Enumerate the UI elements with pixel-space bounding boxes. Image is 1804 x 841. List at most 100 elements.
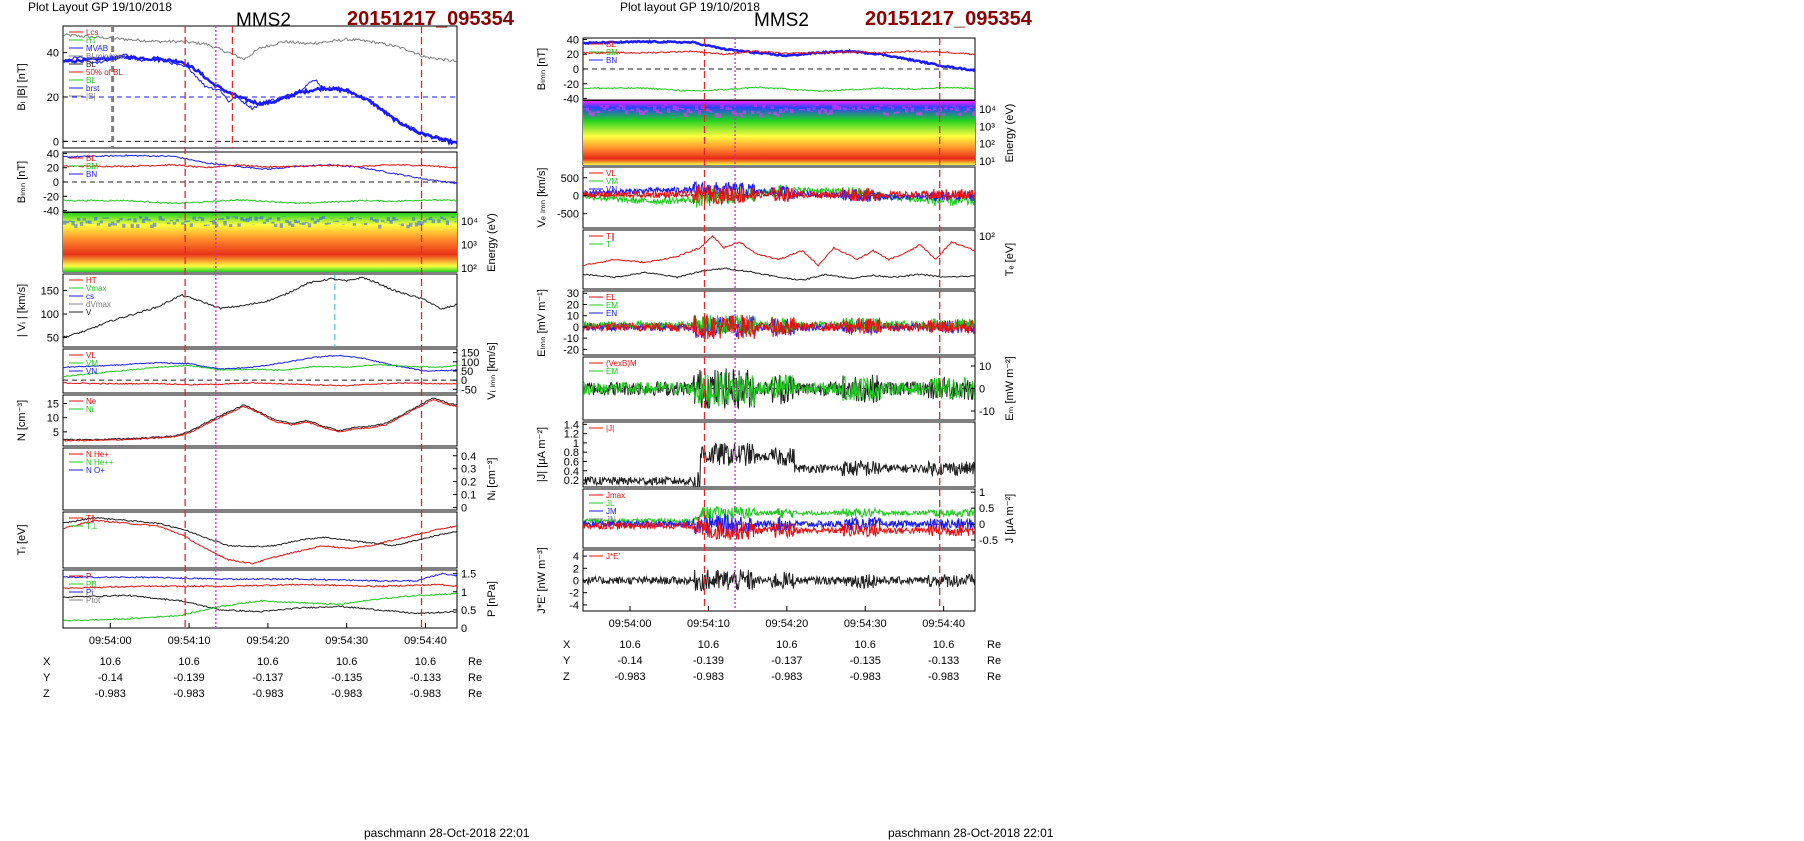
- y-axis-label: Tₑ [eV]: [1004, 243, 1016, 276]
- spectrogram-stripe: [826, 112, 830, 116]
- y-tick-label: 0: [53, 177, 59, 189]
- legend-label: dVmax: [86, 300, 111, 309]
- spectrogram-stripe: [381, 220, 385, 222]
- spectrogram-stripe: [706, 108, 710, 112]
- ephem-value: 10.6: [415, 656, 436, 668]
- y-axis-label: Energy (eV): [1004, 104, 1016, 163]
- spectrogram-stripe: [616, 106, 620, 110]
- energy-tick-label: 10⁴: [979, 104, 996, 116]
- spectrogram-stripe: [784, 107, 788, 111]
- event-id: 20151217_095354: [865, 8, 1032, 30]
- spectrogram-stripe: [400, 223, 405, 227]
- legend-label: T∥: [86, 514, 95, 523]
- panel-content: [583, 442, 975, 487]
- legend-label: T∥: [606, 232, 615, 241]
- spectrogram-stripe: [958, 112, 962, 117]
- y-tick-label: 100: [41, 309, 59, 321]
- legend-label: BM: [86, 162, 98, 171]
- spectrogram-stripe: [599, 105, 604, 108]
- y-tick-label: 1.4: [564, 419, 579, 431]
- spectrogram-stripe: [209, 221, 213, 222]
- y-tick-label: -10: [563, 333, 579, 345]
- spectrogram-stripe: [352, 223, 357, 226]
- spectrogram-stripe: [770, 106, 774, 109]
- y-tick-label: 50: [47, 333, 59, 345]
- spectrogram-stripe: [96, 223, 101, 226]
- spectrogram-stripe: [265, 218, 269, 222]
- spectrogram-stripe: [681, 107, 685, 111]
- legend-label: P: [86, 572, 91, 581]
- panel-content: [63, 397, 457, 442]
- ephem-row-label: Y: [43, 672, 51, 684]
- series-line-Ne: [63, 399, 457, 442]
- energy-tick-label: 10⁴: [461, 216, 478, 228]
- energy-tick-label: 10³: [461, 240, 477, 252]
- legend-label: N He++: [86, 458, 114, 467]
- series-line-VN: [63, 381, 457, 387]
- spectrogram-stripe: [192, 216, 196, 220]
- legend-label: Lcs: [86, 28, 98, 37]
- spectrogram-stripe: [248, 216, 253, 221]
- ephem-value: 10.6: [776, 639, 797, 651]
- spectrogram-stripe: [327, 222, 331, 225]
- spectrogram-stripe: [229, 223, 233, 227]
- y-tick-label: 0: [979, 519, 985, 531]
- spectrogram-stripe: [664, 104, 668, 106]
- spectrogram-stripe: [285, 219, 289, 224]
- spectrogram-stripe: [243, 218, 247, 222]
- spectrogram-stripe: [611, 108, 615, 110]
- spectrogram-stripe: [641, 111, 646, 115]
- spectrogram-stripe: [756, 111, 760, 114]
- spectrogram-stripe: [65, 221, 70, 224]
- y-tick-label: 0.1: [461, 490, 476, 502]
- y-tick-label: 0.8: [564, 447, 579, 459]
- y-axis-label: Nᵢ [cm⁻³]: [486, 458, 498, 501]
- spectrogram-stripe: [226, 216, 230, 220]
- spectrogram-stripe: [406, 224, 410, 229]
- spectrogram-stripe: [695, 105, 699, 111]
- spectrogram-stripe: [893, 112, 898, 115]
- spectrogram-stripe: [409, 222, 413, 227]
- spectrogram-stripe: [818, 109, 822, 115]
- y-tick-label: 20: [567, 49, 579, 61]
- spectrogram-stripe: [879, 104, 884, 107]
- legend-label: |J|: [606, 424, 614, 433]
- ephem-value: -0.983: [928, 671, 959, 683]
- spectrogram-stripe: [622, 105, 626, 111]
- spectrogram-stripe: [431, 219, 435, 224]
- series-line-PB: [63, 583, 457, 590]
- y-tick-label: 5: [53, 427, 59, 439]
- spectrogram-stripe: [313, 220, 317, 224]
- y-tick-label: 0.2: [564, 475, 579, 487]
- spectrogram-stripe: [198, 216, 202, 219]
- spectrogram-stripe: [451, 216, 455, 219]
- y-tick-label: 0.2: [461, 477, 476, 489]
- spectrogram-stripe: [798, 109, 802, 111]
- spectrogram-stripe: [271, 221, 275, 224]
- spectrogram-stripe: [930, 110, 934, 112]
- spectrogram-stripe: [851, 107, 856, 110]
- legend-label: JN: [606, 515, 616, 524]
- spectrogram-stripe: [71, 220, 75, 226]
- spectrogram-stripe: [423, 219, 427, 223]
- series-line-EN: [583, 313, 975, 340]
- spectrogram-stripe: [414, 222, 419, 227]
- time-tick-label: 09:54:10: [168, 635, 211, 647]
- y-tick-label: 0.4: [564, 466, 579, 478]
- ephem-value: -0.135: [850, 655, 881, 667]
- spectrogram-stripe: [874, 107, 878, 110]
- spectrogram-stripe: [392, 216, 396, 221]
- spectrogram-stripe: [417, 220, 421, 226]
- spectrogram-stripe: [689, 110, 693, 114]
- spectrogram-stripe: [68, 220, 72, 222]
- y-tick-label: -10: [979, 406, 995, 418]
- spectrogram-stripe: [333, 220, 337, 222]
- series-line-T∥: [583, 234, 975, 267]
- spectrogram-stripe: [821, 107, 825, 111]
- spectrogram-stripe: [608, 109, 612, 112]
- time-tick-label: 09:54:20: [765, 618, 808, 630]
- series-line-BM: [63, 163, 457, 169]
